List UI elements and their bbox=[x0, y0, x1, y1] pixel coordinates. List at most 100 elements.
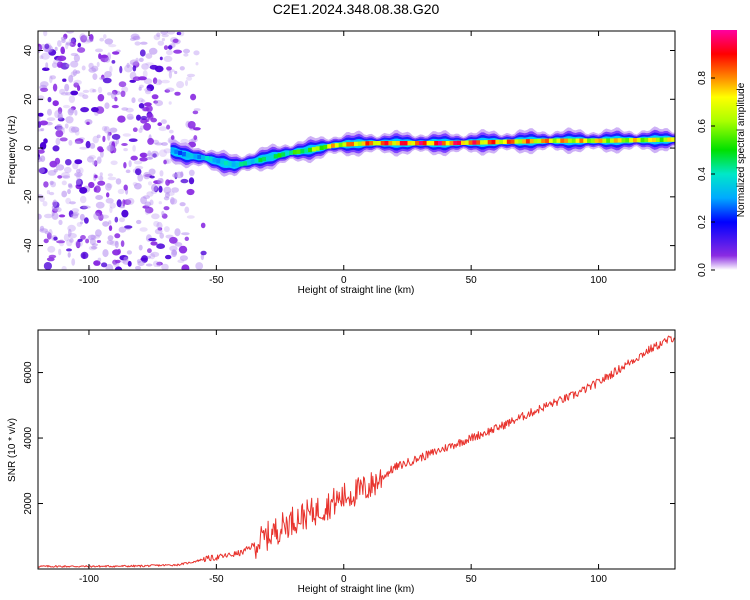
ridge-core-cell bbox=[254, 158, 259, 164]
y-tick-label: 4000 bbox=[23, 426, 34, 449]
noise-speck bbox=[98, 53, 102, 60]
y-tick-label: 20 bbox=[23, 93, 34, 105]
ridge-core-cell bbox=[403, 141, 408, 146]
ridge-core-cell bbox=[541, 138, 546, 144]
noise-speck bbox=[154, 79, 163, 86]
noise-speck bbox=[115, 178, 122, 185]
noise-speck bbox=[140, 99, 146, 103]
noise-speck bbox=[97, 180, 106, 186]
noise-speck bbox=[92, 135, 99, 144]
noise-speck bbox=[43, 238, 49, 244]
noise-speck bbox=[145, 62, 154, 66]
noise-speck bbox=[186, 215, 195, 219]
noise-speck bbox=[51, 62, 58, 68]
noise-speck bbox=[163, 55, 173, 63]
noise-speck bbox=[100, 214, 109, 219]
y-tick-label: -40 bbox=[23, 238, 34, 253]
noise-speck bbox=[82, 94, 89, 99]
noise-speck bbox=[151, 213, 160, 220]
noise-speck bbox=[105, 183, 112, 191]
noise-speck bbox=[61, 265, 67, 270]
noise-speck bbox=[163, 45, 169, 50]
x-tick-label: -100 bbox=[79, 275, 99, 286]
noise-speck bbox=[79, 213, 85, 221]
noise-speck bbox=[111, 60, 116, 64]
noise-speck bbox=[64, 166, 72, 174]
noise-speck bbox=[80, 35, 87, 43]
ridge-core-cell bbox=[197, 154, 202, 160]
ridge-core-cell bbox=[579, 138, 584, 143]
noise-speck bbox=[145, 118, 150, 122]
ridge-core-cell bbox=[418, 141, 423, 146]
noise-speck bbox=[130, 62, 139, 66]
noise-speck bbox=[48, 254, 57, 259]
noise-speck bbox=[76, 168, 81, 174]
ridge-core-cell bbox=[185, 153, 190, 158]
noise-speck bbox=[181, 264, 190, 270]
noise-speck bbox=[62, 78, 67, 82]
noise-speck bbox=[71, 208, 80, 213]
noise-speck bbox=[38, 213, 42, 220]
noise-speck bbox=[52, 145, 60, 152]
ridge-core-cell bbox=[476, 140, 481, 145]
ridge-core-cell bbox=[315, 146, 320, 151]
noise-speck bbox=[107, 173, 113, 177]
noise-speck bbox=[144, 207, 150, 215]
ridge-core-cell bbox=[346, 142, 351, 147]
noise-speck bbox=[130, 155, 138, 161]
ridge-core-cell bbox=[250, 159, 255, 164]
noise-speck bbox=[93, 212, 101, 220]
ridge-core-cell bbox=[598, 138, 603, 143]
noise-speck bbox=[193, 50, 200, 56]
noise-speck bbox=[123, 199, 132, 206]
noise-speck bbox=[149, 64, 159, 70]
ridge-core-cell bbox=[495, 139, 500, 145]
ridge-core-cell bbox=[434, 141, 439, 146]
noise-speck bbox=[178, 31, 185, 37]
noise-speck bbox=[168, 101, 172, 105]
noise-speck bbox=[99, 172, 103, 177]
noise-speck bbox=[55, 137, 61, 146]
ridge-core-cell bbox=[361, 141, 366, 146]
noise-speck bbox=[144, 88, 151, 92]
ridge-core-cell bbox=[354, 141, 359, 147]
noise-speck bbox=[145, 53, 153, 59]
noise-speck bbox=[186, 73, 196, 78]
ridge-core-cell bbox=[438, 141, 443, 146]
ridge-core-cell bbox=[350, 141, 355, 147]
noise-speck bbox=[61, 180, 67, 186]
noise-speck bbox=[143, 122, 152, 131]
noise-speck bbox=[118, 81, 127, 88]
noise-speck bbox=[195, 262, 204, 270]
noise-speck bbox=[61, 172, 70, 179]
noise-speck bbox=[117, 115, 126, 123]
noise-speck bbox=[172, 173, 178, 178]
noise-speck bbox=[138, 86, 142, 91]
noise-speck bbox=[57, 107, 63, 115]
noise-speck bbox=[161, 33, 169, 38]
ridge-core-cell bbox=[204, 156, 209, 161]
noise-speck bbox=[102, 249, 109, 258]
noise-speck bbox=[125, 107, 134, 113]
noise-speck bbox=[66, 31, 75, 34]
noise-speck bbox=[108, 44, 117, 48]
noise-speck bbox=[132, 181, 138, 187]
ridge-core-cell bbox=[327, 144, 332, 149]
noise-speck bbox=[114, 216, 119, 223]
noise-speck bbox=[54, 207, 62, 213]
noise-speck bbox=[95, 195, 103, 200]
noise-speck bbox=[141, 63, 150, 70]
ridge-core-cell bbox=[571, 138, 576, 143]
ridge-core-cell bbox=[503, 139, 508, 144]
noise-speck bbox=[68, 38, 75, 43]
noise-speck bbox=[70, 52, 79, 57]
noise-speck bbox=[42, 201, 48, 207]
ridge-core-cell bbox=[331, 143, 336, 148]
noise-speck bbox=[72, 69, 78, 76]
noise-speck bbox=[131, 97, 136, 104]
noise-speck bbox=[137, 97, 144, 103]
noise-speck bbox=[132, 145, 136, 152]
ridge-core-cell bbox=[610, 138, 615, 143]
noise-speck bbox=[172, 38, 179, 43]
noise-speck bbox=[122, 133, 131, 137]
